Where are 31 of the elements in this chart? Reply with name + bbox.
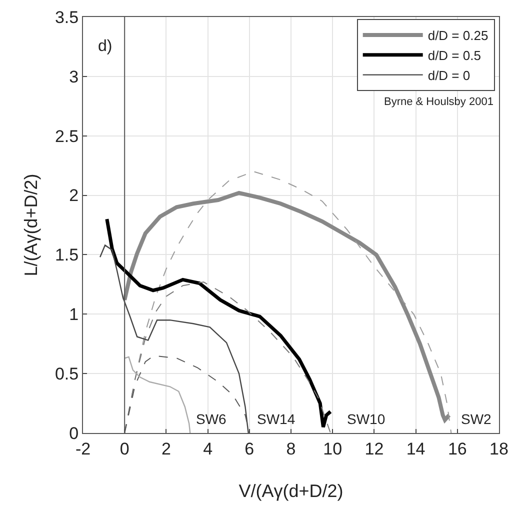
annotation: Byrne & Houlsby 2001: [384, 96, 494, 108]
x-axis-title: V/(Aγ(d+D/2): [238, 481, 344, 501]
x-tick-label: 10: [323, 439, 342, 458]
y-tick-label: 2: [69, 186, 79, 206]
x-tick-label: 0: [120, 439, 130, 458]
y-axis-title: L/(Aγ(d+D/2): [21, 174, 41, 276]
line-series: [124, 282, 332, 433]
x-tick-label: 2: [161, 439, 171, 458]
x-tick-label: 18: [490, 439, 508, 458]
annotation: d): [98, 38, 112, 55]
x-tick-label: 12: [364, 439, 384, 458]
line-series: [105, 217, 332, 429]
legend-label: d/D = 0: [428, 68, 470, 83]
annotation: SW6: [196, 411, 227, 427]
x-tick-label: 8: [286, 439, 296, 458]
y-tick-label: 1.5: [54, 246, 79, 265]
x-tick-label: 4: [203, 439, 213, 458]
legend-label: d/D = 0.25: [428, 28, 488, 44]
annotation: SW14: [257, 411, 296, 427]
y-tick-label: 3.5: [54, 8, 79, 27]
y-tick-label: 1: [69, 305, 79, 324]
y-tick-label: 0.5: [54, 364, 79, 384]
x-tick-label: 16: [448, 439, 467, 458]
legend-label: d/D = 0.5: [428, 48, 481, 63]
line-series: [124, 356, 191, 433]
annotation: SW10: [347, 411, 386, 427]
x-tick-label: 6: [244, 439, 254, 458]
x-tick-label: 14: [406, 439, 426, 458]
y-tick-label: 3: [69, 67, 79, 86]
annotation: SW2: [461, 411, 492, 427]
y-tick-label: 2.5: [54, 126, 79, 146]
